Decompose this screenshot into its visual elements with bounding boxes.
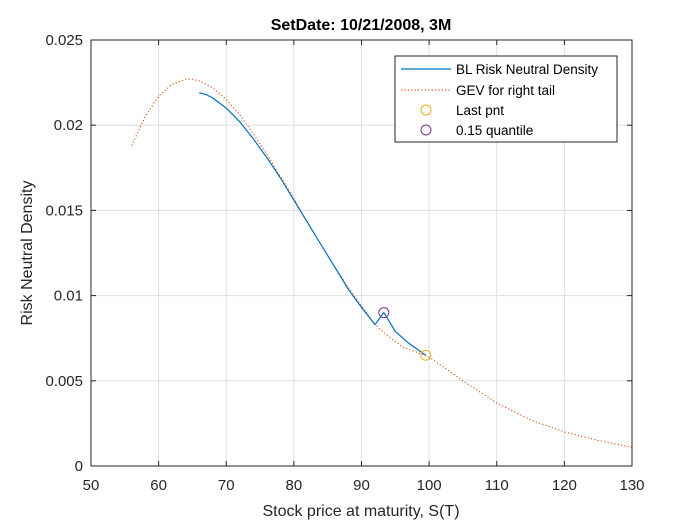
x-axis: 50 60 70 80 90 100 110 120 130 (83, 40, 645, 494)
x-axis-label: Stock price at maturity, S(T) (262, 503, 459, 520)
y-axis: 0 0.005 0.01 0.015 0.02 0.025 (45, 32, 632, 475)
y-axis-label: Risk Neutral Density (19, 181, 36, 326)
legend-label-quantile: 0.15 quantile (456, 123, 533, 138)
y-tick-label: 0.015 (45, 202, 83, 219)
x-tick-label: 60 (150, 477, 167, 494)
x-tick-label: 90 (353, 477, 370, 494)
last-point-marker (420, 349, 432, 361)
x-tick-label: 100 (417, 477, 442, 494)
y-tick-label: 0.01 (54, 288, 83, 305)
legend-marker-quantile (420, 124, 432, 136)
bl-density-line (199, 92, 427, 356)
legend: BL Risk Neutral Density GEV for right ta… (394, 55, 618, 143)
x-tick-label: 130 (619, 477, 644, 494)
y-tick-label: 0.02 (54, 117, 83, 134)
x-tick-label: 120 (552, 477, 577, 494)
x-tick-label: 110 (485, 477, 509, 494)
x-tick-label: 70 (218, 477, 235, 494)
legend-label-bl-density: BL Risk Neutral Density (456, 62, 598, 77)
y-tick-label: 0 (75, 458, 83, 475)
series-layer (131, 78, 633, 448)
x-tick-label: 50 (83, 477, 100, 494)
chart-title: SetDate: 10/21/2008, 3M (271, 17, 452, 34)
legend-marker-last-point (420, 104, 432, 116)
y-tick-label: 0.005 (45, 373, 83, 390)
legend-label-last-point: Last pnt (456, 103, 504, 118)
x-tick-label: 80 (286, 477, 303, 494)
y-tick-label: 0.025 (45, 32, 83, 49)
legend-label-gev-tail: GEV for right tail (456, 83, 555, 98)
legend-box (394, 55, 618, 143)
quantile-marker (378, 307, 390, 319)
